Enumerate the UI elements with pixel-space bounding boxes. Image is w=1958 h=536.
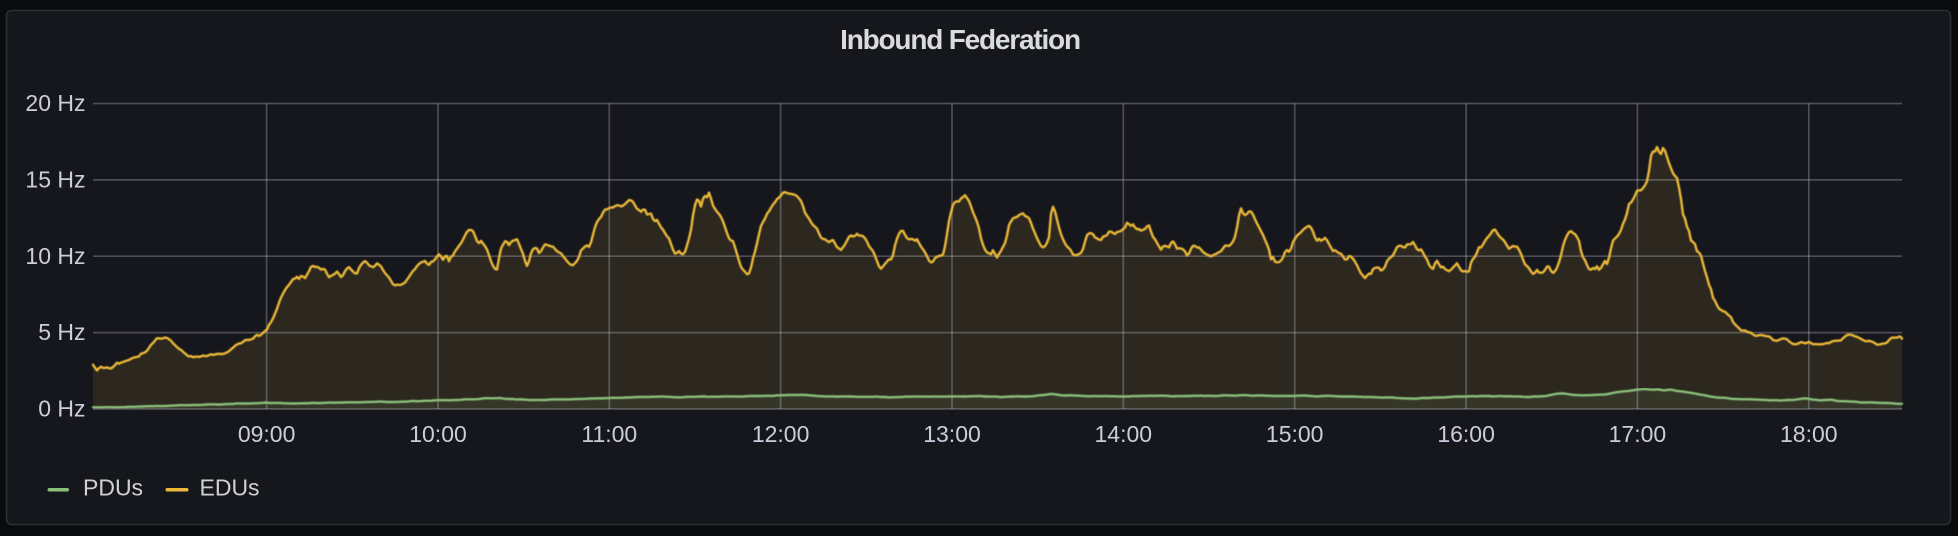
svg-text:20 Hz: 20 Hz <box>25 90 85 116</box>
svg-text:16:00: 16:00 <box>1437 421 1495 447</box>
svg-text:11:00: 11:00 <box>581 421 637 447</box>
svg-text:EDUs: EDUs <box>200 475 260 501</box>
svg-text:0 Hz: 0 Hz <box>38 396 85 422</box>
svg-text:PDUs: PDUs <box>83 475 143 501</box>
svg-text:15:00: 15:00 <box>1266 421 1324 447</box>
svg-text:09:00: 09:00 <box>238 421 296 447</box>
svg-text:10 Hz: 10 Hz <box>25 243 85 269</box>
svg-text:15 Hz: 15 Hz <box>25 166 85 192</box>
svg-text:18:00: 18:00 <box>1780 421 1838 447</box>
svg-text:Inbound Federation: Inbound Federation <box>840 24 1080 55</box>
svg-text:13:00: 13:00 <box>923 421 981 447</box>
svg-text:10:00: 10:00 <box>409 421 467 447</box>
svg-text:12:00: 12:00 <box>752 421 810 447</box>
svg-text:5 Hz: 5 Hz <box>38 319 85 345</box>
svg-text:14:00: 14:00 <box>1095 421 1153 447</box>
svg-text:17:00: 17:00 <box>1609 421 1667 447</box>
